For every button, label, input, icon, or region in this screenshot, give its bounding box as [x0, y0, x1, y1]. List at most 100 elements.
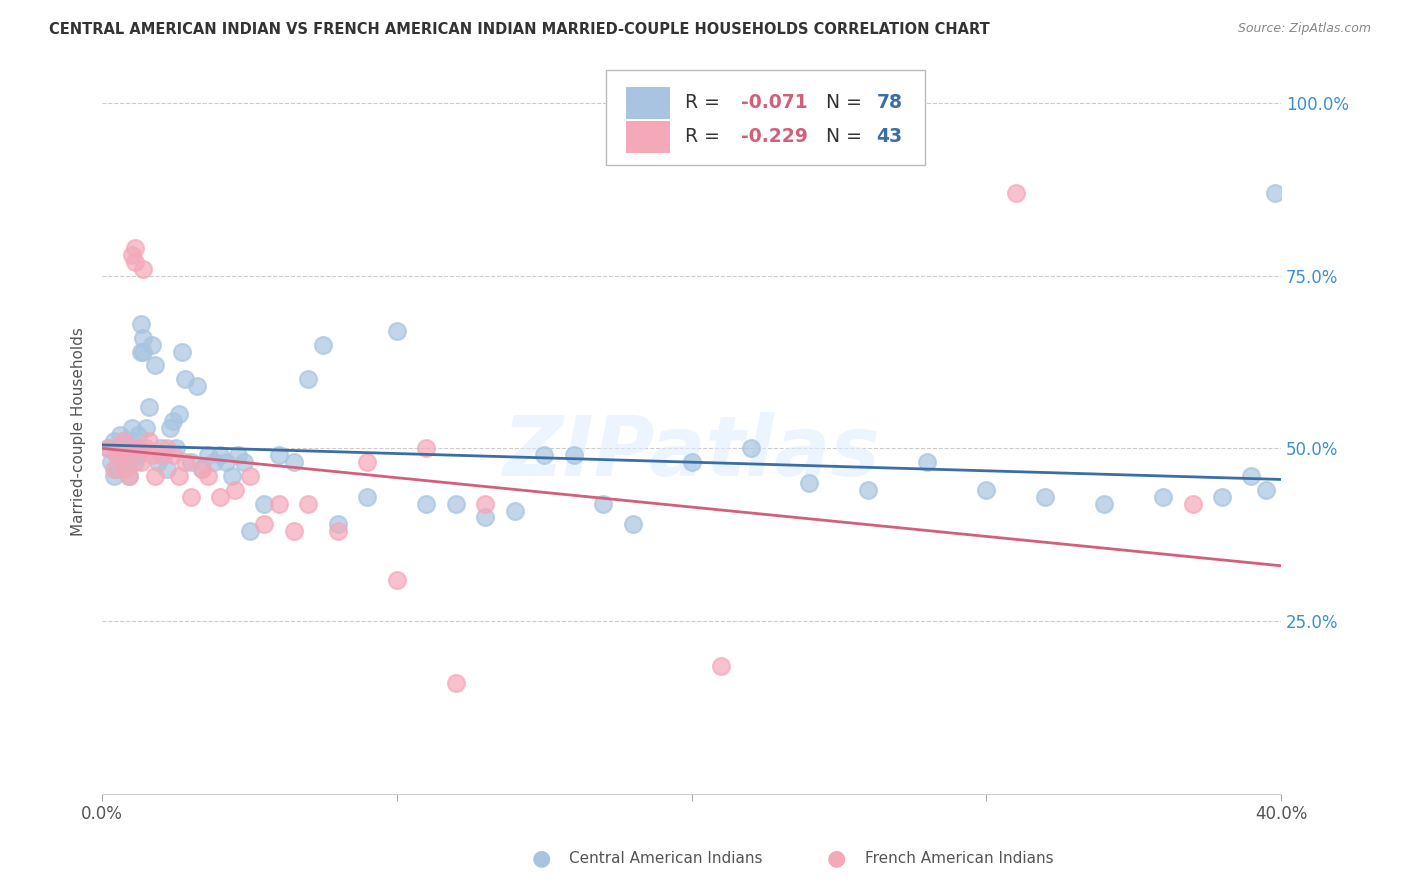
Point	[170, 344, 193, 359]
Point	[283, 524, 305, 539]
FancyBboxPatch shape	[626, 120, 671, 153]
Point	[197, 469, 219, 483]
Point	[111, 434, 134, 449]
Point	[127, 427, 149, 442]
Point	[173, 455, 195, 469]
Text: R =: R =	[685, 128, 725, 146]
Point	[118, 469, 141, 483]
Point	[111, 448, 134, 462]
Point	[180, 490, 202, 504]
Text: French American Indians: French American Indians	[865, 851, 1053, 865]
Point	[138, 434, 160, 449]
FancyBboxPatch shape	[606, 70, 925, 165]
Point	[121, 420, 143, 434]
Point	[114, 462, 136, 476]
Point	[118, 455, 141, 469]
Point	[165, 442, 187, 456]
Point	[127, 442, 149, 456]
Point	[238, 524, 260, 539]
Point	[162, 448, 184, 462]
Point	[215, 455, 238, 469]
Point	[1152, 490, 1174, 504]
Point	[180, 455, 202, 469]
Y-axis label: Married-couple Households: Married-couple Households	[72, 326, 86, 535]
Point	[1092, 497, 1115, 511]
Point	[799, 475, 821, 490]
FancyBboxPatch shape	[626, 87, 671, 119]
Point	[141, 448, 163, 462]
Point	[105, 448, 128, 462]
Point	[162, 414, 184, 428]
Point	[681, 455, 703, 469]
Point	[108, 442, 131, 456]
Point	[114, 442, 136, 456]
Point	[129, 344, 152, 359]
Point	[415, 497, 437, 511]
Text: R =: R =	[685, 93, 725, 112]
Point	[267, 448, 290, 462]
Point	[444, 497, 467, 511]
Text: ●: ●	[531, 848, 551, 868]
Point	[173, 372, 195, 386]
Point	[253, 497, 276, 511]
Point	[156, 442, 179, 456]
Point	[385, 573, 408, 587]
Point	[105, 448, 128, 462]
Point	[118, 469, 141, 483]
Point	[167, 407, 190, 421]
Point	[103, 434, 125, 449]
Point	[114, 448, 136, 462]
Point	[143, 359, 166, 373]
Point	[202, 455, 225, 469]
Point	[326, 517, 349, 532]
Point	[129, 455, 152, 469]
Point	[141, 338, 163, 352]
Point	[1181, 497, 1204, 511]
Point	[474, 497, 496, 511]
Point	[191, 462, 214, 476]
Text: -0.229: -0.229	[741, 128, 808, 146]
Text: Central American Indians: Central American Indians	[569, 851, 763, 865]
Point	[562, 448, 585, 462]
Point	[356, 455, 378, 469]
Point	[150, 442, 173, 456]
Point	[105, 462, 128, 476]
Point	[297, 372, 319, 386]
Point	[283, 455, 305, 469]
Point	[1256, 483, 1278, 497]
Point	[1033, 490, 1056, 504]
Text: ●: ●	[827, 848, 846, 868]
Point	[312, 338, 335, 352]
Point	[974, 483, 997, 497]
Point	[385, 324, 408, 338]
Point	[503, 503, 526, 517]
Text: ZIPatlas: ZIPatlas	[503, 412, 880, 493]
Point	[103, 462, 125, 476]
Point	[150, 448, 173, 462]
Point	[124, 241, 146, 255]
Point	[238, 469, 260, 483]
Point	[1264, 186, 1286, 200]
Point	[1240, 469, 1263, 483]
Text: 43: 43	[877, 128, 903, 146]
Point	[326, 524, 349, 539]
Text: 78: 78	[877, 93, 903, 112]
Point	[209, 490, 232, 504]
Point	[132, 331, 155, 345]
Point	[159, 420, 181, 434]
Point	[108, 427, 131, 442]
Text: N =: N =	[814, 128, 868, 146]
Point	[474, 510, 496, 524]
Text: CENTRAL AMERICAN INDIAN VS FRENCH AMERICAN INDIAN MARRIED-COUPLE HOUSEHOLDS CORR: CENTRAL AMERICAN INDIAN VS FRENCH AMERIC…	[49, 22, 990, 37]
Point	[186, 379, 208, 393]
Text: Source: ZipAtlas.com: Source: ZipAtlas.com	[1237, 22, 1371, 36]
Point	[135, 442, 157, 456]
Point	[592, 497, 614, 511]
Point	[232, 455, 254, 469]
Point	[124, 455, 146, 469]
Point	[156, 462, 179, 476]
Point	[103, 469, 125, 483]
Point	[917, 455, 939, 469]
Point	[100, 455, 122, 469]
Point	[533, 448, 555, 462]
